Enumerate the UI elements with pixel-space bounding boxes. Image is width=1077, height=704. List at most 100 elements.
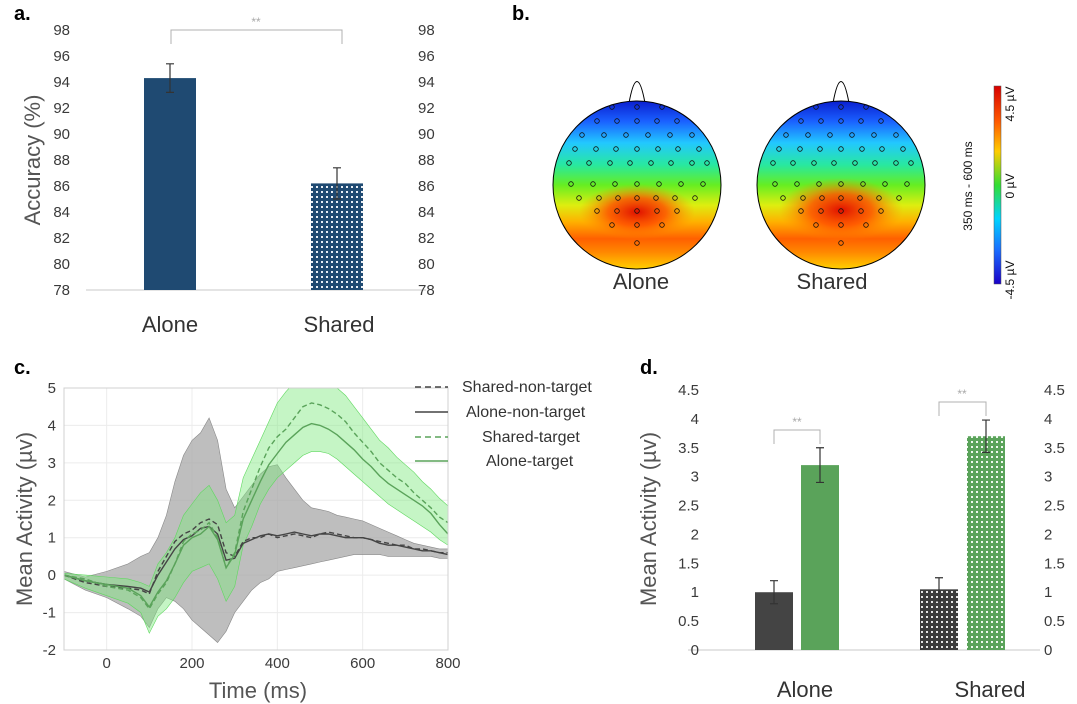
electrode-marker [623,132,629,138]
electrode-marker [838,222,844,228]
electrode-marker [692,195,698,201]
electrode-marker [667,132,673,138]
series-line-alone-non-target [64,525,448,593]
electrode-marker [770,160,776,166]
y-tick-label: 2.5 [678,498,699,515]
y-tick-label: 3 [691,469,699,486]
nose-marker [832,81,850,104]
legend-label: Shared-target [482,429,580,446]
topomap-alone: Alone [552,81,722,294]
electrode-marker [672,195,678,201]
electrode-marker [805,132,811,138]
electrode-marker [772,181,778,187]
y-tick-label-right: 2.5 [1044,498,1065,515]
electrode-marker [609,222,615,228]
y-tick-label: 96 [53,48,70,65]
electrode-marker [860,181,866,187]
electrode-marker [594,208,600,214]
electrode-marker [872,160,878,166]
target-error-band [64,388,448,634]
electrode-marker [858,118,864,124]
y-tick-label-right: 4 [1044,411,1052,428]
electrode-marker [838,104,844,110]
electrode-marker [634,208,640,214]
series-line-shared-non-target [64,518,448,595]
y-tick-label: 86 [53,178,70,195]
y-tick-label: 4 [48,417,56,434]
electrode-marker [818,118,824,124]
electrode-marker [813,104,819,110]
electrode-marker [579,132,585,138]
electrode-marker [863,104,869,110]
electrode-marker [838,146,844,152]
y-tick-label: 80 [53,256,70,273]
electrode-marker [572,146,578,152]
y-tick-label: 5 [48,380,56,397]
electrode-marker [645,132,651,138]
y-tick-label: 92 [53,100,70,117]
y-tick-label-right: 84 [418,204,435,221]
y-tick-label-right: 86 [418,178,435,195]
y-tick-label: 2 [691,526,699,543]
y-tick-label-right: 82 [418,230,435,247]
y-tick-label: 1.5 [678,555,699,572]
topomap-label-alone: Alone [613,269,669,294]
electrode-marker [586,160,592,166]
electrode-marker [838,208,844,214]
y-tick-label-right: 78 [418,282,435,299]
y-tick-label: 1 [48,530,56,547]
electrode-marker [871,132,877,138]
x-tick-label: 0 [102,655,110,672]
y-tick-label-right: 3.5 [1044,440,1065,457]
significance-marker: ** [251,15,261,29]
electrode-marker [794,181,800,187]
electrode-marker [601,132,607,138]
category-label-alone: Alone [142,312,198,337]
accuracy-bar-chart: 78 80 82 84 86 88 90 92 94 96 98 78 80 82 84 86 88 90 92 9… [20,15,435,337]
electrode-marker [813,222,819,228]
y-tick-label-right: 2 [1044,526,1052,543]
y-tick-label-right: 3 [1044,469,1052,486]
y-tick-label: 3 [48,455,56,472]
electrode-marker [858,208,864,214]
error-bar [770,580,778,605]
electrode-marker [816,181,822,187]
electrode-marker [818,208,824,214]
y-tick-label-right: 92 [418,100,435,117]
panel-label-b: b. [512,3,530,25]
colorbar: 4.5 µV 0 µV -4.5 µV 350 ms - 600 ms [961,85,1017,299]
y-tick-label: 90 [53,126,70,143]
mean-activity-bar-chart: 0 0.5 1 1.5 2 2.5 3 3.5 4 4.5 0 0.5 1 1.5 2 2.5 3 3.5 4 4.… [636,382,1065,702]
series-line-shared-target [64,402,448,611]
y-tick-label: -1 [43,605,56,622]
electrode-marker [689,132,695,138]
electrode-marker [653,195,659,201]
nontarget-error-band [64,417,448,643]
y-tick-label: 82 [53,230,70,247]
electrode-marker [596,195,602,201]
x-tick-label: 600 [350,655,375,672]
panel-label-a: a. [14,3,31,25]
category-label-shared: Shared [955,677,1026,702]
electrode-marker [797,146,803,152]
error-bar [935,577,943,602]
nose-marker [628,81,646,104]
electrode-marker [594,118,600,124]
y-axis-label: Mean Activity (µv) [636,432,661,606]
electrode-marker [878,208,884,214]
electrode-marker [878,118,884,124]
electrode-marker [634,118,640,124]
electrode-marker [612,181,618,187]
y-tick-label: -2 [43,642,56,659]
significance-marker: ** [957,387,967,401]
electrode-marker [648,160,654,166]
y-tick-label-right: 1 [1044,584,1052,601]
electrode-marker [675,146,681,152]
electrode-marker [678,181,684,187]
panel-label-d: d. [640,357,658,379]
electrode-marker [634,146,640,152]
y-tick-label-right: 90 [418,126,435,143]
electrode-marker [859,146,865,152]
colorbar-tick-max: 4.5 µV [1003,87,1017,122]
